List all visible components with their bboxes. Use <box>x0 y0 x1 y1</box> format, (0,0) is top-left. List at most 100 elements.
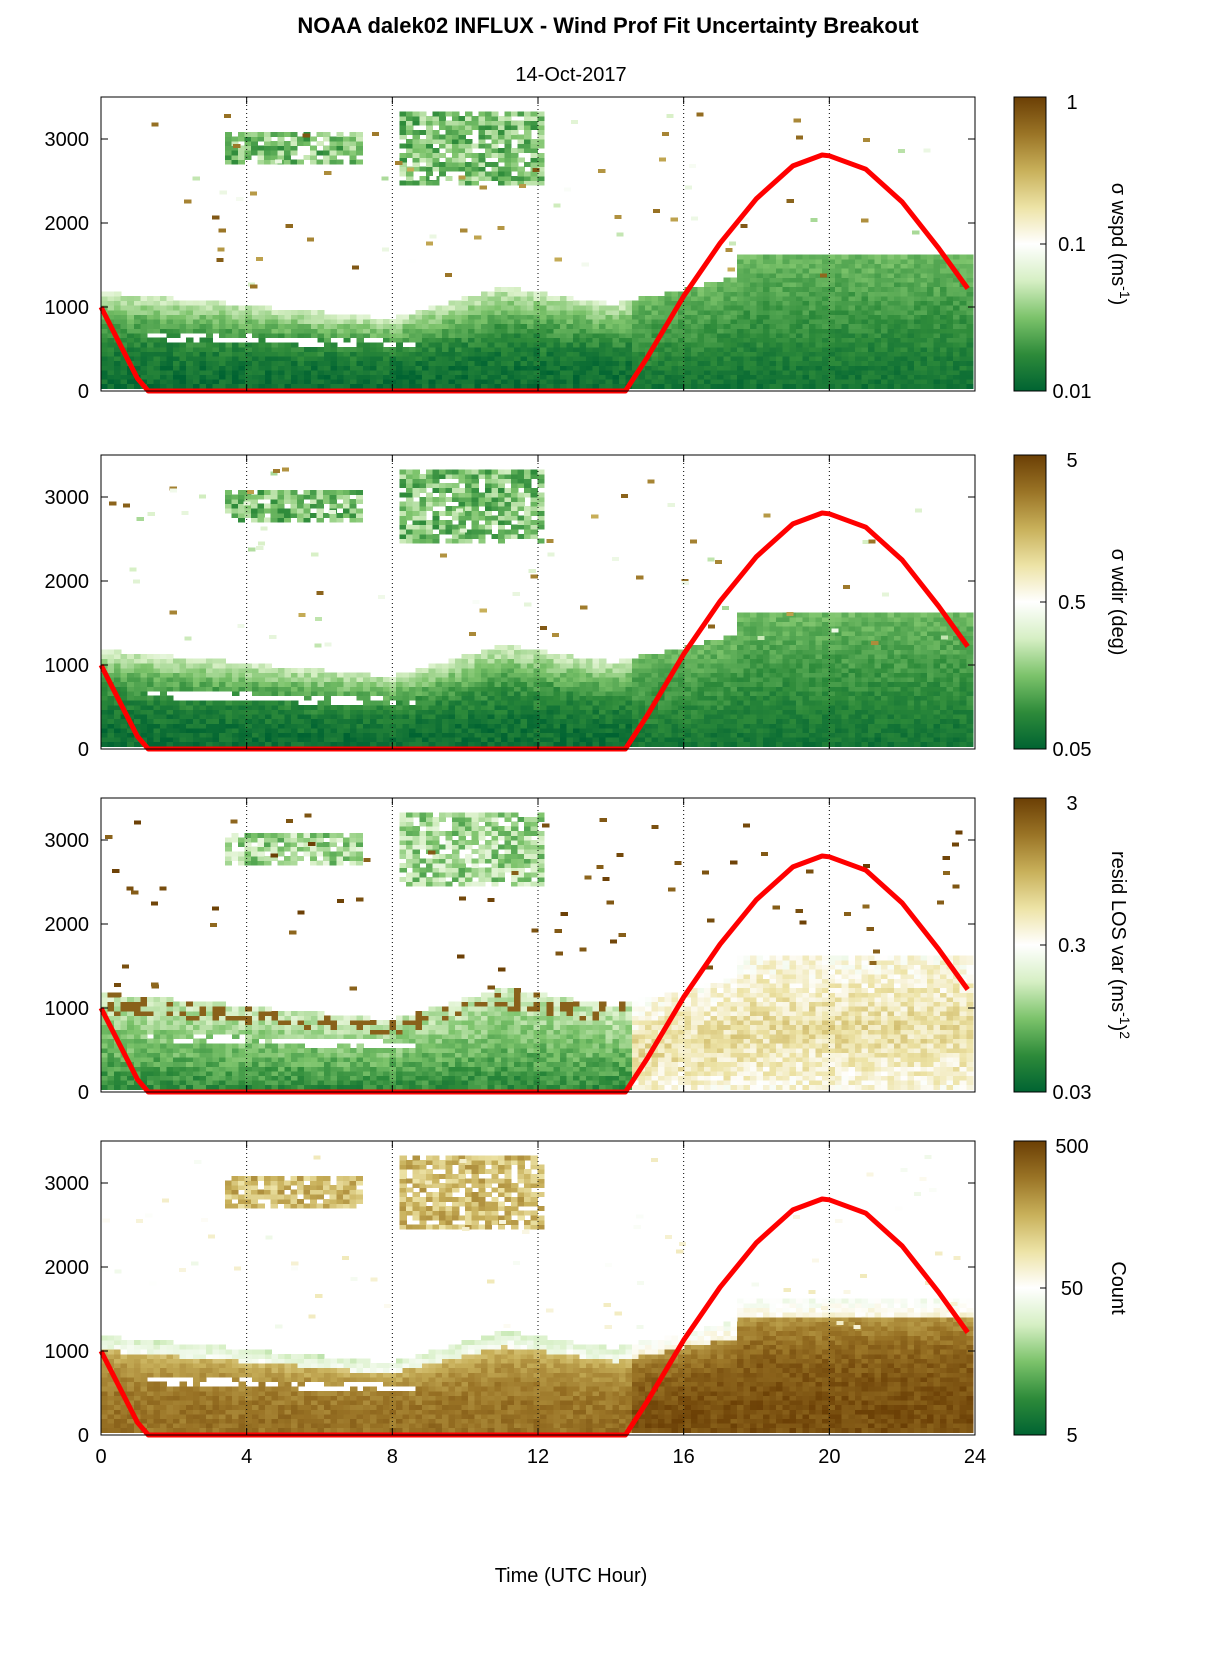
heatmap-cell <box>258 704 266 710</box>
heatmap-cell <box>412 115 420 121</box>
heatmap-cell <box>828 337 836 343</box>
heatmap-cell <box>291 314 299 320</box>
heatmap-cell <box>219 709 227 715</box>
heatmap-cell <box>632 360 640 366</box>
heatmap-cell <box>789 314 797 320</box>
heatmap-cell <box>671 342 679 348</box>
heatmap-cell <box>546 709 554 715</box>
heatmap-cell <box>690 351 699 357</box>
heatmap-cell <box>330 704 338 710</box>
heatmap-cell <box>907 351 915 357</box>
heatmap-cell <box>330 383 338 389</box>
heatmap-cell <box>933 305 941 311</box>
heatmap-cell <box>822 365 830 371</box>
heatmap-cell <box>415 365 423 371</box>
heatmap-cell <box>186 663 194 669</box>
heatmap-cell <box>101 296 109 302</box>
heatmap-cell <box>238 309 246 315</box>
heatmap-cell <box>533 728 541 733</box>
heatmap-cell <box>133 695 141 701</box>
heatmap-cell <box>225 342 233 348</box>
heatmap-cell <box>251 314 259 320</box>
heatmap-cell <box>415 686 423 692</box>
heatmap-cell <box>566 356 574 362</box>
heatmap-cell <box>435 309 443 315</box>
heatmap-cell <box>428 337 436 343</box>
heatmap-cell <box>396 360 404 366</box>
heatmap-cell <box>474 695 482 701</box>
heatmap-cell <box>828 342 836 348</box>
heatmap-cell <box>107 296 115 302</box>
heatmap-cell <box>205 714 214 720</box>
heatmap-cell <box>795 300 803 306</box>
heatmap-cell <box>192 658 200 664</box>
heatmap-cell <box>494 677 502 683</box>
heatmap-cell <box>710 365 718 371</box>
heatmap-cell <box>219 663 227 669</box>
heatmap-cell <box>422 737 430 743</box>
heatmap-cell <box>330 741 338 747</box>
heatmap-cell <box>828 374 836 380</box>
heatmap-cell <box>232 686 240 692</box>
heatmap-cell <box>107 672 115 678</box>
heatmap-cell <box>363 328 371 334</box>
heatmap-cell <box>815 300 823 306</box>
heatmap-cell <box>484 134 492 140</box>
heatmap-cell <box>323 337 332 343</box>
heatmap-cell <box>920 300 928 306</box>
heatmap-cell <box>862 138 871 143</box>
heatmap-cell <box>913 356 921 362</box>
heatmap-cell <box>579 667 587 673</box>
heatmap-cell <box>559 695 567 701</box>
heatmap-cell <box>520 649 528 655</box>
heatmap-cell <box>795 351 803 357</box>
heatmap-cell <box>638 337 646 343</box>
heatmap-cell <box>841 370 849 375</box>
heatmap-cell <box>599 337 607 343</box>
heatmap-cell <box>926 351 935 357</box>
heatmap-cell <box>140 714 148 720</box>
heatmap-cell <box>900 277 908 283</box>
heatmap-cell <box>251 700 259 706</box>
heatmap-cell <box>527 365 535 371</box>
heatmap-cell <box>507 360 515 366</box>
heatmap-cell <box>474 672 482 678</box>
heatmap-cell <box>533 737 541 743</box>
heatmap-cell <box>186 714 194 720</box>
heatmap-cell <box>238 319 246 325</box>
heatmap-cell <box>192 672 200 678</box>
heatmap-cell <box>881 259 889 265</box>
heatmap-cell <box>920 323 928 329</box>
heatmap-cell <box>507 296 515 302</box>
heatmap-cell <box>559 337 567 343</box>
heatmap-cell <box>638 737 646 743</box>
heatmap-cell <box>369 360 377 366</box>
heatmap-cell <box>520 346 528 352</box>
heatmap-cell <box>133 365 141 371</box>
heatmap-cell <box>802 291 810 297</box>
heatmap-cell <box>231 145 239 151</box>
heatmap-cell <box>448 677 456 683</box>
heatmap-cell <box>238 700 246 706</box>
heatmap-cell <box>487 305 495 311</box>
heatmap-cell <box>913 370 921 375</box>
heatmap-cell <box>704 282 712 288</box>
heatmap-cell <box>428 309 436 315</box>
heatmap-cell <box>415 346 423 352</box>
heatmap-cell <box>618 356 626 362</box>
heatmap-cell <box>540 714 548 720</box>
heatmap-cell <box>808 254 817 260</box>
heatmap-cell <box>966 337 974 343</box>
heatmap-cell <box>419 148 427 154</box>
heatmap-cell <box>507 691 515 696</box>
heatmap-cell <box>192 737 200 743</box>
heatmap-cell <box>465 115 473 121</box>
heatmap-cell <box>514 718 522 724</box>
heatmap-cell <box>802 268 810 274</box>
heatmap-cell <box>625 714 633 720</box>
heatmap-cell <box>507 309 515 315</box>
heatmap-cell <box>592 356 600 362</box>
heatmap-cell <box>920 351 928 357</box>
heatmap-cell <box>815 263 823 269</box>
heatmap-cell <box>402 314 410 320</box>
